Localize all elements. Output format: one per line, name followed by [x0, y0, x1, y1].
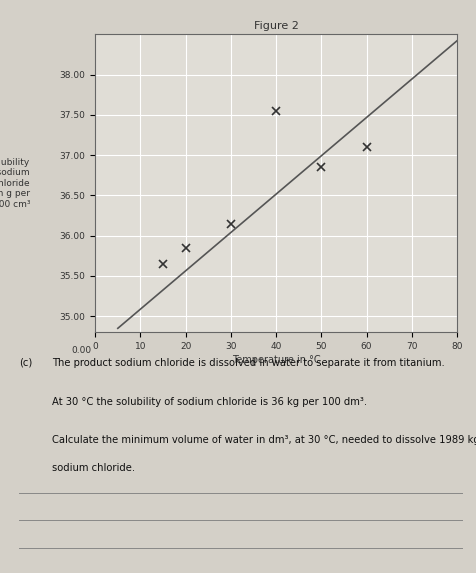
Y-axis label: Solubility
of sodium
chloride
in g per
100 cm³: Solubility of sodium chloride in g per 1…	[0, 158, 30, 209]
Text: Calculate the minimum volume of water in dm³, at 30 °C, needed to dissolve 1989 : Calculate the minimum volume of water in…	[52, 435, 476, 445]
Text: At 30 °C the solubility of sodium chloride is 36 kg per 100 dm³.: At 30 °C the solubility of sodium chlori…	[52, 397, 367, 406]
Text: sodium chloride.: sodium chloride.	[52, 463, 136, 473]
Title: Figure 2: Figure 2	[254, 21, 298, 31]
Text: 0.00: 0.00	[71, 346, 91, 355]
Text: (c): (c)	[19, 358, 32, 367]
X-axis label: Temperature in °C: Temperature in °C	[232, 355, 320, 365]
Text: The product sodium chloride is dissolved in water to separate it from titanium.: The product sodium chloride is dissolved…	[52, 358, 445, 367]
